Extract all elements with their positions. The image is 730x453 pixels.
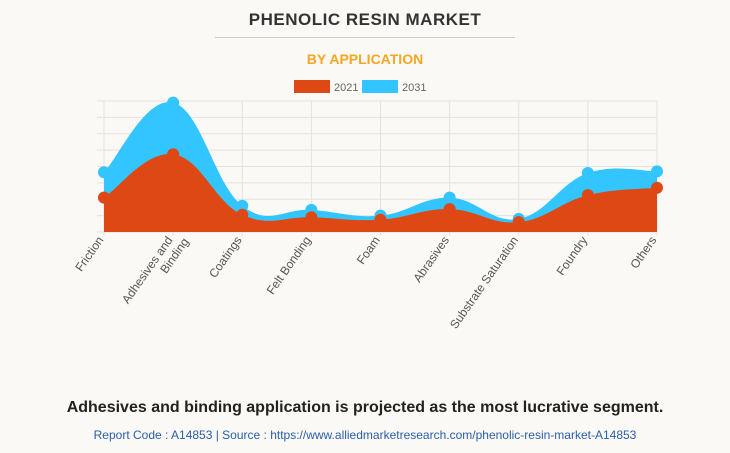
point-2021 <box>651 181 663 194</box>
point-2031 <box>167 96 180 109</box>
chart-subtitle: BY APPLICATION <box>306 51 424 67</box>
x-tick-label: Foam <box>354 234 383 267</box>
title-divider <box>215 37 515 38</box>
point-2031 <box>443 191 456 204</box>
legend-label-2031: 2031 <box>402 82 426 94</box>
legend-swatch-2021 <box>294 80 330 93</box>
legend-swatch-2031 <box>362 80 398 93</box>
x-tick-label: Felt Bonding <box>264 234 314 297</box>
x-tick-label: Coatings <box>206 234 245 281</box>
x-tick-label: Substrate Saturation <box>447 234 521 332</box>
legend-label-2021: 2021 <box>334 82 358 94</box>
x-tick-label: Others <box>627 234 659 272</box>
point-2021 <box>581 189 594 202</box>
x-tick-label: Foundry <box>554 234 591 278</box>
x-tick-label: Friction <box>72 234 106 274</box>
point-2031 <box>98 166 110 179</box>
point-2031 <box>581 167 594 180</box>
point-2021 <box>236 208 249 221</box>
area-2021 <box>104 154 657 232</box>
source-line: Report Code : A14853 | Source : https://… <box>93 428 637 442</box>
point-2031 <box>236 199 249 212</box>
point-2021 <box>305 211 318 224</box>
area-chart: Friction Adhesives andBinding Coatings Felt… <box>72 80 663 332</box>
point-2031 <box>651 165 663 178</box>
point-2021 <box>443 203 456 216</box>
chart-title: PHENOLIC RESIN MARKET <box>248 10 482 29</box>
point-2021 <box>98 191 110 204</box>
x-tick-label: Adhesives andBinding <box>119 227 192 314</box>
point-2021 <box>374 213 387 226</box>
x-tick-label: Abrasives <box>410 234 452 285</box>
caption: Adhesives and binding application is pro… <box>66 399 664 416</box>
point-2021 <box>167 148 180 161</box>
point-2021 <box>512 216 525 229</box>
